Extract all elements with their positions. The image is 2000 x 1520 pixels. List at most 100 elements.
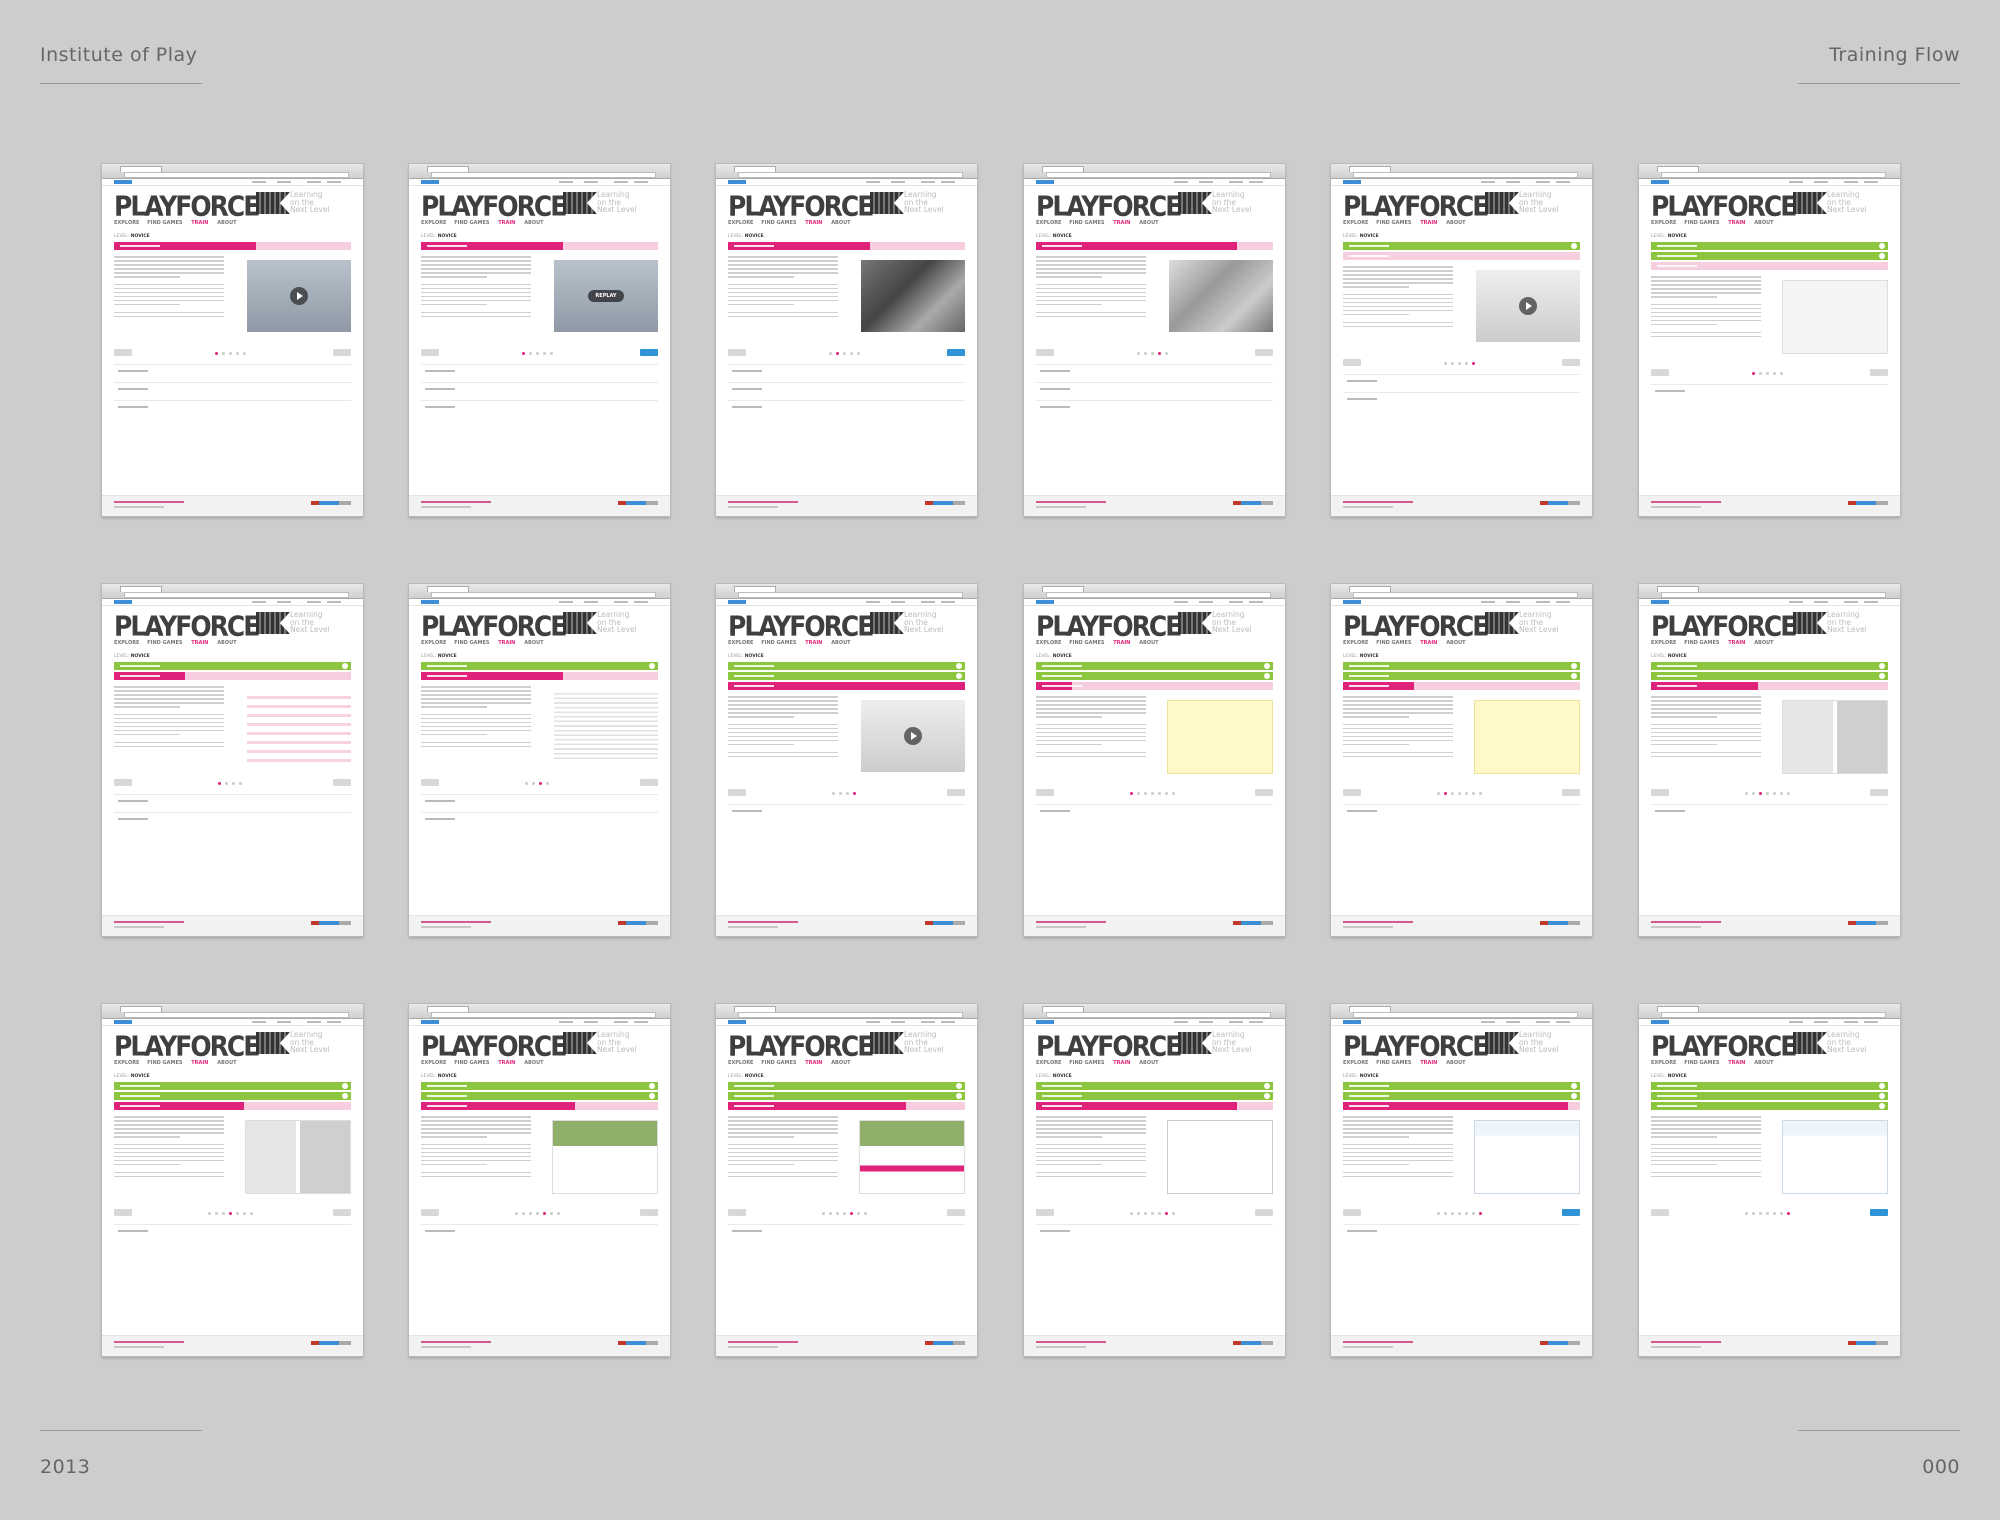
browser-tab[interactable] xyxy=(1657,586,1699,592)
upcoming-module[interactable] xyxy=(728,364,965,378)
play-icon[interactable] xyxy=(1519,297,1537,315)
next-button[interactable] xyxy=(1562,789,1580,796)
utility-link[interactable] xyxy=(277,1021,291,1023)
page-dot[interactable] xyxy=(835,352,839,355)
address-bar[interactable] xyxy=(1661,172,1886,178)
module-progress-bar[interactable] xyxy=(114,242,351,250)
page-dot[interactable] xyxy=(539,782,542,785)
utility-link[interactable] xyxy=(1556,1021,1570,1023)
upcoming-module[interactable] xyxy=(421,364,658,378)
module-complete-bar[interactable] xyxy=(421,1082,658,1090)
page-dot[interactable] xyxy=(856,1212,860,1215)
page-dot[interactable] xyxy=(542,352,546,355)
footer-links[interactable] xyxy=(728,921,798,923)
nav-item-find-games[interactable]: FIND GAMES xyxy=(1069,640,1105,646)
lesson-media[interactable] xyxy=(861,260,965,332)
brand-logo[interactable]: PLAYFORCE xyxy=(1651,610,1797,642)
site-logo-small[interactable] xyxy=(1651,180,1669,184)
nav-item-explore[interactable]: EXPLORE xyxy=(1343,1060,1369,1066)
nav-item-explore[interactable]: EXPLORE xyxy=(421,220,447,226)
browser-tab[interactable] xyxy=(734,1006,776,1012)
utility-link[interactable] xyxy=(891,1021,905,1023)
page-dot[interactable] xyxy=(228,1212,232,1215)
page-dot[interactable] xyxy=(528,1212,532,1215)
nav-item-explore[interactable]: EXPLORE xyxy=(114,220,140,226)
next-button[interactable] xyxy=(333,349,351,356)
brand-logo[interactable]: PLAYFORCE xyxy=(421,1030,567,1062)
address-bar[interactable] xyxy=(1661,592,1886,598)
site-logo-small[interactable] xyxy=(1036,600,1054,604)
upcoming-module[interactable] xyxy=(114,794,351,808)
page-dot[interactable] xyxy=(1164,352,1168,355)
utility-link[interactable] xyxy=(891,181,905,183)
page-dot[interactable] xyxy=(549,352,553,355)
prev-button[interactable] xyxy=(728,349,746,356)
utility-link[interactable] xyxy=(307,1021,321,1023)
page-dot[interactable] xyxy=(1436,1212,1440,1215)
page-dot[interactable] xyxy=(232,782,235,785)
page-dot[interactable] xyxy=(214,352,218,355)
upcoming-module[interactable] xyxy=(421,400,658,414)
brand-logo[interactable]: PLAYFORCE xyxy=(1651,1030,1797,1062)
page-dot[interactable] xyxy=(242,1212,246,1215)
browser-tab[interactable] xyxy=(120,586,162,592)
prev-button[interactable] xyxy=(1651,1209,1669,1216)
upcoming-module[interactable] xyxy=(1036,364,1273,378)
module-complete-bar[interactable] xyxy=(1036,1082,1273,1090)
utility-link[interactable] xyxy=(1229,1021,1243,1023)
footer-links[interactable] xyxy=(114,501,184,503)
footer-links[interactable] xyxy=(728,501,798,503)
module-progress-bar[interactable] xyxy=(1651,682,1888,690)
prev-button[interactable] xyxy=(1651,789,1669,796)
page-dot[interactable] xyxy=(1143,792,1147,795)
lesson-media[interactable] xyxy=(554,690,658,762)
utility-link[interactable] xyxy=(1789,181,1803,183)
page-dot[interactable] xyxy=(849,1212,853,1215)
page-dot[interactable] xyxy=(842,352,846,355)
address-bar[interactable] xyxy=(1353,592,1578,598)
upcoming-module[interactable] xyxy=(728,804,965,818)
prev-button[interactable] xyxy=(1343,789,1361,796)
page-dot[interactable] xyxy=(1143,1212,1147,1215)
page-dot[interactable] xyxy=(1744,792,1748,795)
upcoming-module[interactable] xyxy=(1651,384,1888,398)
page-dot[interactable] xyxy=(1450,362,1454,365)
next-button[interactable] xyxy=(947,1209,965,1216)
nav-item-about[interactable]: ABOUT xyxy=(217,1060,237,1066)
module-progress-bar[interactable] xyxy=(1343,1102,1580,1110)
utility-link[interactable] xyxy=(1174,181,1188,183)
lesson-media[interactable]: REPLAY xyxy=(554,260,658,332)
nav-item-explore[interactable]: EXPLORE xyxy=(1036,640,1062,646)
utility-link[interactable] xyxy=(1481,181,1495,183)
nav-item-train[interactable]: TRAIN xyxy=(1113,1060,1131,1066)
module-complete-bar[interactable] xyxy=(1651,1082,1888,1090)
next-button[interactable] xyxy=(1870,789,1888,796)
utility-link[interactable] xyxy=(1556,601,1570,603)
nav-item-about[interactable]: ABOUT xyxy=(1754,640,1774,646)
utility-link[interactable] xyxy=(634,601,648,603)
prev-button[interactable] xyxy=(1036,1209,1054,1216)
module-complete-bar[interactable] xyxy=(1651,1102,1888,1110)
utility-link[interactable] xyxy=(891,601,905,603)
page-dot[interactable] xyxy=(1786,1212,1790,1215)
utility-link[interactable] xyxy=(614,601,628,603)
brand-logo[interactable]: PLAYFORCE xyxy=(114,610,260,642)
upcoming-module[interactable] xyxy=(1036,1224,1273,1238)
nav-item-find-games[interactable]: FIND GAMES xyxy=(1069,220,1105,226)
lesson-media[interactable] xyxy=(1782,700,1888,774)
address-bar[interactable] xyxy=(124,172,349,178)
upcoming-module[interactable] xyxy=(728,382,965,396)
utility-link[interactable] xyxy=(1864,601,1878,603)
page-dot[interactable] xyxy=(1450,792,1454,795)
page-dot[interactable] xyxy=(1786,792,1790,795)
page-dot[interactable] xyxy=(1464,1212,1468,1215)
nav-item-find-games[interactable]: FIND GAMES xyxy=(1376,1060,1412,1066)
site-logo-small[interactable] xyxy=(728,180,746,184)
page-dot[interactable] xyxy=(549,1212,553,1215)
utility-link[interactable] xyxy=(1844,181,1858,183)
page-dot[interactable] xyxy=(1443,792,1447,795)
play-icon[interactable] xyxy=(290,287,308,305)
page-dot[interactable] xyxy=(532,782,535,785)
module-complete-bar[interactable] xyxy=(1343,662,1580,670)
module-progress-bar[interactable] xyxy=(421,242,658,250)
